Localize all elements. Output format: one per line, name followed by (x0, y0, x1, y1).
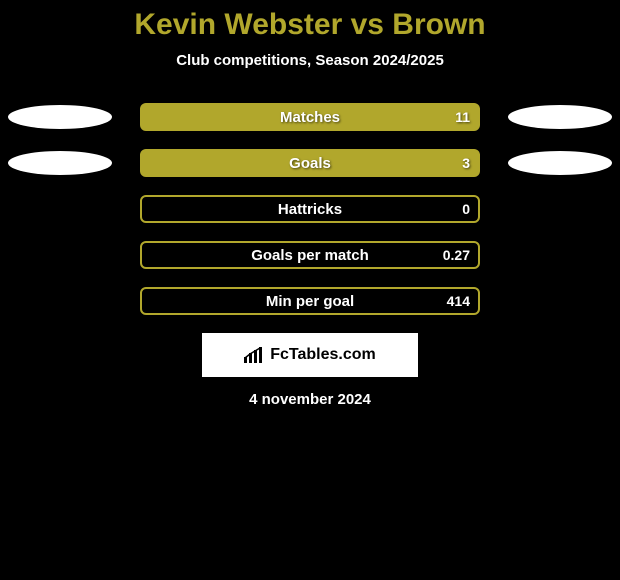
player-right-marker (508, 151, 612, 175)
player-left-marker (8, 105, 112, 129)
stat-value: 0.27 (443, 241, 470, 269)
player-right-marker (508, 105, 612, 129)
stat-row: Goals per match0.27 (0, 241, 620, 269)
attribution-text: FcTables.com (270, 346, 376, 364)
stat-value: 3 (462, 149, 470, 177)
stat-bar: Hattricks0 (140, 195, 480, 223)
stat-bar: Goals3 (140, 149, 480, 177)
stat-value: 414 (447, 287, 470, 315)
stat-bar: Matches11 (140, 103, 480, 131)
stat-label: Min per goal (140, 287, 480, 315)
stat-label: Hattricks (140, 195, 480, 223)
comparison-card: Kevin Webster vs Brown Club competitions… (0, 0, 620, 408)
stat-row: Min per goal414 (0, 287, 620, 315)
stat-value: 0 (462, 195, 470, 223)
stats-chart: Matches11 Goals3 Hattricks0 Goals per match… (0, 103, 620, 315)
chart-icon (244, 347, 264, 363)
attribution-badge: FcTables.com (202, 333, 418, 377)
subtitle: Club competitions, Season 2024/2025 (0, 52, 620, 69)
stat-row: Hattricks0 (0, 195, 620, 223)
stat-row: Goals3 (0, 149, 620, 177)
stat-bar: Goals per match0.27 (140, 241, 480, 269)
page-title: Kevin Webster vs Brown (0, 8, 620, 42)
stat-label: Goals per match (140, 241, 480, 269)
stat-bar: Min per goal414 (140, 287, 480, 315)
player-left-marker (8, 151, 112, 175)
stat-value: 11 (455, 103, 470, 131)
stat-label: Goals (140, 149, 480, 177)
stat-label: Matches (140, 103, 480, 131)
stat-row: Matches11 (0, 103, 620, 131)
date-label: 4 november 2024 (0, 391, 620, 408)
